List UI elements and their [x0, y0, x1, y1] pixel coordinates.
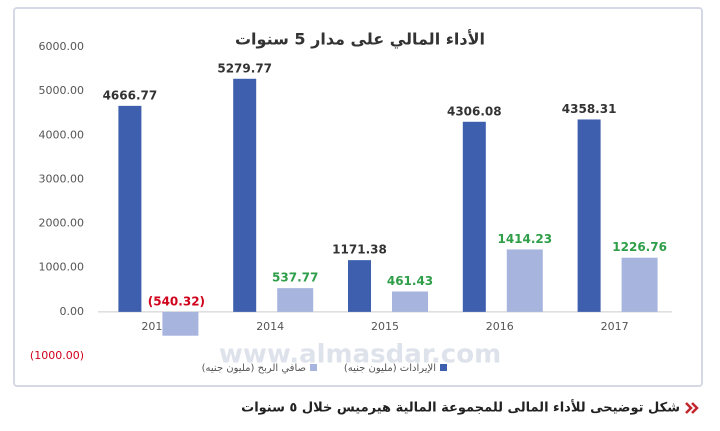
bar: [162, 311, 199, 336]
y-tick-label: 0.00: [60, 305, 85, 318]
x-tick-label: 2014: [256, 320, 284, 333]
chart-title: الأداء المالي على مدار 5 سنوات: [235, 30, 485, 50]
y-tick-label: 3000.00: [39, 172, 85, 185]
bar: [233, 78, 257, 312]
bar: [577, 119, 601, 312]
watermark: www.almasdar.com: [219, 340, 501, 370]
data-label: 4666.77: [103, 88, 158, 102]
legend-label: صافي الربح (مليون جنيه): [202, 363, 306, 374]
bar: [118, 105, 142, 312]
bar: [277, 288, 314, 312]
data-label: 1414.23: [497, 232, 552, 246]
data-label: 4358.31: [562, 102, 617, 116]
bar: [621, 257, 658, 312]
bar: [506, 249, 543, 312]
data-label: 5279.77: [217, 61, 272, 75]
y-tick-label: 5000.00: [39, 84, 85, 97]
data-label: (540.32): [148, 294, 205, 308]
legend-label: الإيرادات (مليون جنيه): [344, 363, 436, 374]
y-tick-label: 1000.00: [39, 261, 85, 274]
y-tick-label: 4000.00: [39, 128, 85, 141]
data-label: 4306.08: [447, 104, 502, 118]
legend-swatch: [310, 364, 317, 371]
x-tick-label: 2017: [601, 320, 629, 333]
x-tick-label: 2015: [371, 320, 399, 333]
data-label: 461.43: [387, 274, 433, 288]
bar: [462, 121, 486, 312]
bar: [392, 291, 428, 312]
x-tick-label: 2016: [486, 320, 514, 333]
y-tick-label: 6000.00: [39, 40, 85, 53]
data-label: 1171.38: [332, 243, 387, 257]
caption: شكل توضيحى للأداء المالى للمجموعة المالي…: [241, 399, 680, 416]
legend-swatch: [440, 364, 447, 371]
caption-icon: [685, 402, 699, 414]
data-label: 537.77: [272, 271, 318, 285]
y-tick-label: (1000.00): [30, 349, 84, 362]
data-label: 1226.76: [612, 240, 667, 254]
y-tick-label: 2000.00: [39, 217, 85, 230]
bar: [348, 260, 371, 312]
